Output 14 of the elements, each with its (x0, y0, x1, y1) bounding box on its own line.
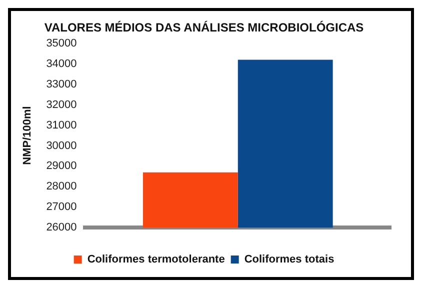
chart-title: VALORES MÉDIOS DAS ANÁLISES MICROBIOLÓGICAS (44, 20, 364, 35)
y-tick-label: 28000 (46, 180, 77, 193)
legend-label: Coliformes totais (244, 254, 334, 266)
y-tick-label: 26000 (46, 222, 77, 234)
y-tick-label: 27000 (46, 201, 77, 214)
y-tick-label: 35000 (46, 37, 77, 50)
legend-label: Coliformes termotolerante (87, 254, 225, 266)
y-tick-label: 32000 (46, 98, 77, 111)
y-tick-label: 34000 (46, 58, 77, 70)
y-tick-label: 29000 (46, 160, 77, 172)
y-axis-title: NMP/100ml (22, 106, 34, 165)
y-tick-label: 33000 (46, 78, 77, 90)
y-tick-label: 31000 (46, 119, 77, 132)
y-tick-label: 30000 (46, 140, 77, 152)
